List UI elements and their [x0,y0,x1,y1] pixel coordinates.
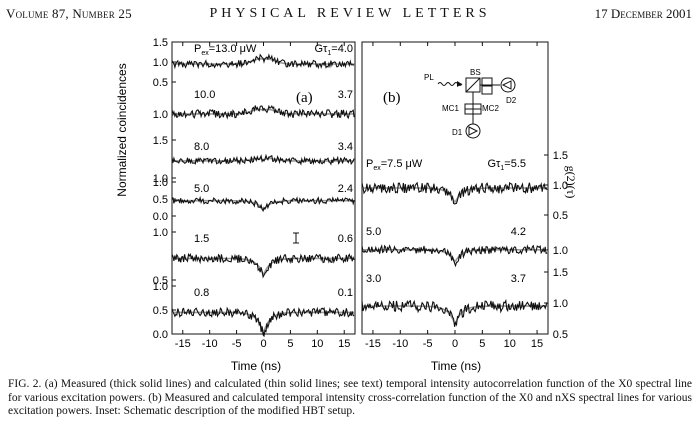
measured-trace [171,104,355,120]
x-tick-label: 10 [311,338,323,350]
x-tick-label: 10 [504,338,516,350]
y-tick-label: 1.0 [553,180,568,192]
y-tick-label: 0.5 [153,275,168,287]
x-tick-label: 15 [338,338,350,350]
x-tick-label: -15 [365,338,381,350]
trace-power-label: 1.5 [194,233,209,245]
panel-a-label: (a) [296,90,313,106]
trace-rate-label: 0.1 [338,287,353,299]
inset-pl-label: PL [424,73,434,82]
calculated-trace [362,305,548,325]
y-tick-label: 0.5 [153,194,168,206]
measured-trace [171,195,355,213]
y-tick-label: 1.0 [153,57,168,69]
x-tick-label: 5 [479,338,485,350]
y-tick-label: 1.0 [153,281,168,293]
inset-bs-label: BS [470,68,481,77]
panel-b-label: (b) [383,90,401,106]
trace-power-label: 8.0 [194,141,209,153]
trace-rate-label: 3.7 [511,273,526,285]
caption-text: (a) Measured (thick solid lines) and cal… [8,378,693,417]
inset-d1-label: D1 [452,128,463,137]
figure-caption: FIG. 2. (a) Measured (thick solid lines)… [8,378,692,419]
trace-power-label: 5.0 [366,226,381,238]
trace-rate-label: 2.4 [338,183,353,195]
y-tick-label: 0.5 [553,329,568,341]
measured-trace [171,153,355,166]
trace-rate-label: Gτ1=5.5 [487,158,526,172]
x-tick-label: -5 [232,338,242,350]
x-tick-label: 0 [260,338,266,350]
y-tick-label: 0.0 [153,211,168,223]
trace-power-label: 0.8 [194,287,209,299]
x-tick-label: 5 [287,338,293,350]
y-tick-label: 1.0 [153,173,168,185]
y-tick-label: 1.0 [553,245,568,257]
trace-power-label: 3.0 [366,273,381,285]
issue-date: 17 December 2001 [594,6,692,21]
trace-power-label: 5.0 [194,183,209,195]
measured-trace [361,244,548,268]
right-y-axis-label: g(2)(τ) [564,166,578,199]
x-tick-label: 15 [531,338,543,350]
trace-power-label: 10.0 [194,89,215,101]
y-tick-label: 1.0 [153,177,168,189]
inset-mc2-label: MC2 [482,104,499,113]
trace-rate-label: 3.7 [338,89,353,101]
arrow-icon [457,81,462,87]
y-tick-label: 1.5 [553,267,568,279]
y-tick-label: 0.5 [553,210,568,222]
measured-trace [171,53,355,70]
x-axis-label-a: Time (ns) [231,359,281,373]
measured-trace [171,252,355,279]
measured-trace [361,298,548,327]
y-tick-label: 1.5 [153,37,168,49]
x-tick-label: -5 [423,338,433,350]
y-tick-label: 1.5 [553,150,568,162]
trace-power-label: Pex=13.0 μW [194,43,257,57]
trace-rate-label: 4.2 [511,226,526,238]
inset-mc1-label: MC1 [442,104,459,113]
trace-power-label: Pex=7.5 μW [366,158,423,172]
y-axis-label: Normalized coincidences [115,63,129,196]
x-tick-label: 0 [452,338,458,350]
x-tick-label: -10 [392,338,408,350]
y-tick-label: 1.0 [553,298,568,310]
trace-rate-label: 3.4 [338,141,353,153]
journal-title: PHYSICAL REVIEW LETTERS [209,6,491,21]
calculated-trace [362,249,548,263]
trace-rate-label: 0.6 [338,233,353,245]
measured-trace [171,306,355,338]
trace-rate-label: Gτ1=4.0 [314,43,353,57]
hbt-setup-inset: PL BS D2 MC2 MC1 D1 [424,68,517,139]
y-tick-label: 0.5 [153,305,168,317]
y-tick-label: 1.0 [153,227,168,239]
y-tick-label: 0.5 [153,77,168,89]
x-tick-label: -10 [202,338,218,350]
x-axis-label-b: Time (ns) [431,359,481,373]
journal-volume: Volume 87, Number 25 [6,6,132,21]
inset-d2-label: D2 [506,96,517,105]
y-tick-label: 0.0 [153,329,168,341]
d2-detector-icon [500,77,516,93]
d1-detector-icon [465,123,481,139]
panel-b: -15 -10 -5 0 5 10 15 1.5 1.0 0.5 Pex=7.5 μW Gτ1=5.5… [361,41,568,350]
y-tick-label: 1.0 [153,109,168,121]
measured-trace [361,181,548,205]
caption-figure-number: FIG. 2. [8,378,42,390]
y-tick-label: 1.5 [153,135,168,147]
x-tick-label: -15 [175,338,191,350]
